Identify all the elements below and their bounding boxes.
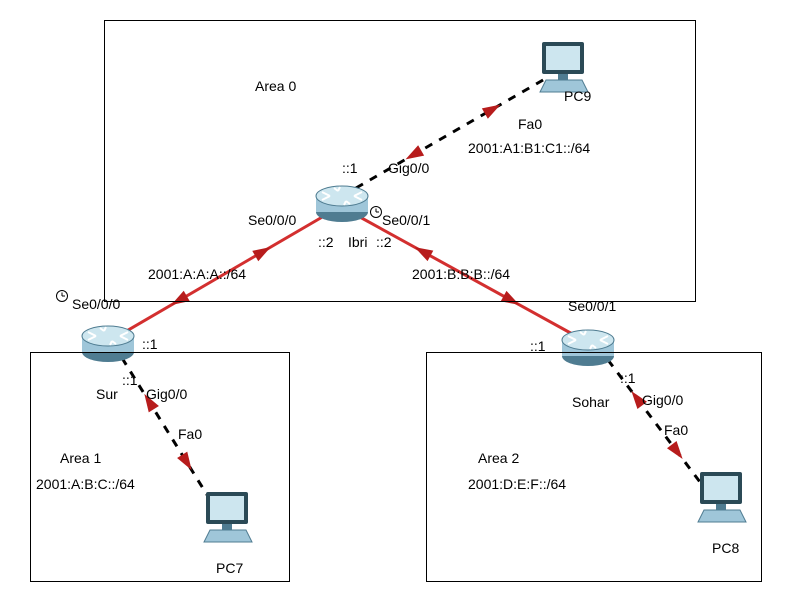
area1-label: Area 1 — [60, 450, 101, 466]
if-label-sur_addr1: ::1 — [142, 336, 158, 352]
if-label-sohar_fa0: Fa0 — [664, 422, 688, 438]
if-label-pc9_subnet: 2001:A1:B1:C1::/64 — [468, 140, 590, 156]
if-label-link_bb: 2001:B:B:B::/64 — [412, 266, 510, 282]
pc9-label: PC9 — [564, 88, 591, 104]
area1-subnet: 2001:A:B:C::/64 — [36, 476, 135, 492]
if-label-pc9_fa0: Fa0 — [518, 116, 542, 132]
area2-label: Area 2 — [478, 450, 519, 466]
pc7-label: PC7 — [216, 560, 243, 576]
router-ibri-label: Ibri — [348, 234, 367, 250]
area2-subnet: 2001:D:E:F::/64 — [468, 476, 566, 492]
if-label-ibri_gig00: Gig0/0 — [388, 160, 429, 176]
router-sohar-label: Sohar — [572, 394, 609, 410]
if-label-sur_se000: Se0/0/0 — [72, 296, 120, 312]
if-label-sur_addr1b: ::1 — [122, 372, 138, 388]
if-label-ibri_addr2r: ::2 — [376, 234, 392, 250]
router-sur-label: Sur — [96, 386, 118, 402]
clock-icon — [57, 291, 68, 302]
if-label-link_aa: 2001:A:A:A::/64 — [148, 266, 246, 282]
if-label-ibri_se000: Se0/0/0 — [248, 212, 296, 228]
if-label-ibri_se001: Se0/0/1 — [382, 212, 430, 228]
pc8-label: PC8 — [712, 540, 739, 556]
area0-label: Area 0 — [255, 78, 296, 94]
if-label-sohar_addr1b: ::1 — [620, 370, 636, 386]
if-label-sohar_gig00: Gig0/0 — [642, 392, 683, 408]
if-label-ibri_addr2l: ::2 — [318, 234, 334, 250]
if-label-sohar_addr1: ::1 — [530, 338, 546, 354]
if-label-sohar_se001: Se0/0/1 — [568, 298, 616, 314]
if-label-sur_gig00: Gig0/0 — [146, 386, 187, 402]
if-label-ibri_addr1: ::1 — [342, 160, 358, 176]
if-label-sur_fa0: Fa0 — [178, 426, 202, 442]
